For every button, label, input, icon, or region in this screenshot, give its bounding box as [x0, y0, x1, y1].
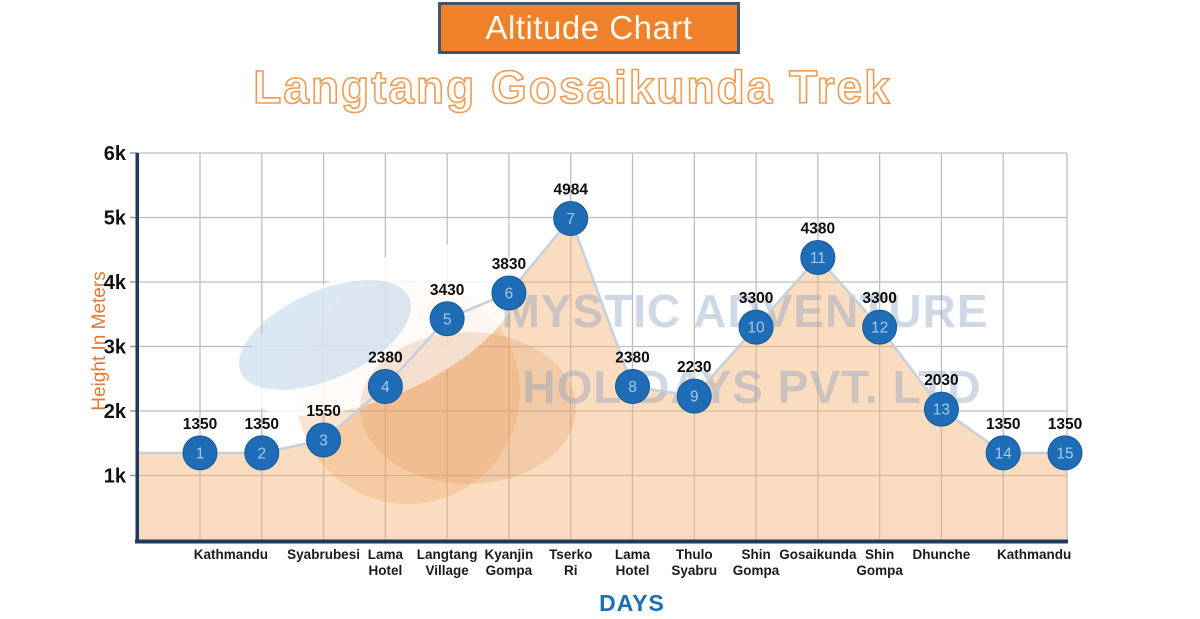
data-point-marker: 4: [367, 368, 403, 404]
chart-subtitle: Langtang Gosaikunda Trek: [252, 60, 892, 114]
data-point-circle: [985, 435, 1021, 471]
data-point-marker: 3: [306, 422, 342, 458]
data-point-marker: 6: [491, 275, 527, 311]
data-point-marker: 9: [676, 378, 712, 414]
y-axis-tick-label: 2k: [104, 401, 127, 423]
altitude-value-label: 4380: [801, 220, 835, 237]
altitude-value-label: 3300: [862, 290, 896, 307]
data-point-circle: [367, 368, 403, 404]
data-point-day-number: 1: [196, 445, 205, 462]
y-axis-line: [135, 153, 139, 543]
y-axis-tick-label: 4k: [104, 272, 127, 294]
data-point-marker: 12: [862, 309, 898, 345]
altitude-value-label: 3830: [492, 256, 526, 273]
altitude-value-label: 1350: [245, 416, 279, 433]
data-point-day-number: 7: [566, 211, 575, 228]
data-point-marker: 11: [800, 239, 836, 275]
data-point-circle: [306, 422, 342, 458]
altitude-value-label: 2030: [924, 372, 958, 389]
data-point-day-number: 9: [690, 389, 699, 406]
data-point-marker: 13: [923, 391, 959, 427]
data-point-circle: [1047, 435, 1083, 471]
y-axis-tick-label: 1k: [104, 466, 127, 488]
data-point-circle: [553, 201, 589, 237]
data-point-circle: [182, 435, 218, 471]
altitude-value-label: 1350: [183, 416, 217, 433]
watermark-logo-shadow: [360, 332, 576, 484]
data-point-day-number: 4: [381, 379, 390, 396]
chart-title-banner: Altitude Chart: [438, 2, 740, 54]
data-point-marker: 2: [244, 435, 280, 471]
data-point-circle: [923, 391, 959, 427]
data-point-marker: 15: [1047, 435, 1083, 471]
data-point-circle: [429, 301, 465, 337]
y-axis-tick-label: 6k: [104, 143, 127, 165]
data-point-marker: 8: [615, 368, 651, 404]
data-point-day-number: 13: [933, 402, 950, 419]
data-point-day-number: 11: [810, 250, 826, 267]
data-point-marker: 5: [429, 301, 465, 337]
data-point-day-number: 12: [871, 320, 888, 337]
watermark-logo: [239, 244, 576, 504]
altitude-area: [138, 218, 1067, 541]
x-axis-title: DAYS: [599, 590, 665, 616]
altitude-value-label: 1350: [1048, 416, 1082, 433]
altitude-value-label: 1350: [986, 416, 1020, 433]
data-point-day-number: 6: [505, 285, 514, 302]
altitude-value-label: 3300: [739, 290, 773, 307]
watermark-logo-swoosh: [240, 244, 520, 416]
data-point-marker: 7: [553, 201, 589, 237]
altitude-value-label: 2380: [615, 349, 649, 366]
data-point-day-number: 15: [1056, 445, 1073, 462]
data-point-marker: 1: [182, 435, 218, 471]
watermark-logo-wave: [239, 280, 411, 390]
altitude-value-label: 1550: [306, 403, 340, 420]
x-axis-line: [135, 539, 1068, 544]
data-point-day-number: 10: [747, 320, 765, 337]
data-point-circle: [800, 239, 836, 275]
data-point-marker: 14: [985, 435, 1021, 471]
data-point-day-number: 8: [628, 379, 637, 396]
data-point-circle: [244, 435, 280, 471]
data-point-circle: [676, 378, 712, 414]
data-point-circle: [738, 309, 774, 345]
altitude-value-label: 3430: [430, 282, 464, 299]
watermark-text-line2: HOLIDAYS PVT. LTD: [522, 361, 981, 413]
data-point-day-number: 2: [257, 445, 266, 462]
data-point-day-number: 14: [995, 445, 1013, 462]
data-point-circle: [615, 368, 651, 404]
data-point-circle: [862, 309, 898, 345]
data-point-circle: [491, 275, 527, 311]
chart-title: Altitude Chart: [485, 9, 693, 46]
y-axis-tick-label: 3k: [104, 337, 127, 359]
data-point-marker: 10: [738, 309, 774, 345]
altitude-value-label: 2230: [677, 359, 711, 376]
altitude-value-label: 4984: [553, 182, 588, 199]
y-axis-tick-label: 5k: [104, 208, 127, 230]
data-point-day-number: 5: [443, 311, 452, 328]
altitude-value-label: 2380: [368, 349, 402, 366]
data-point-day-number: 3: [319, 433, 328, 450]
